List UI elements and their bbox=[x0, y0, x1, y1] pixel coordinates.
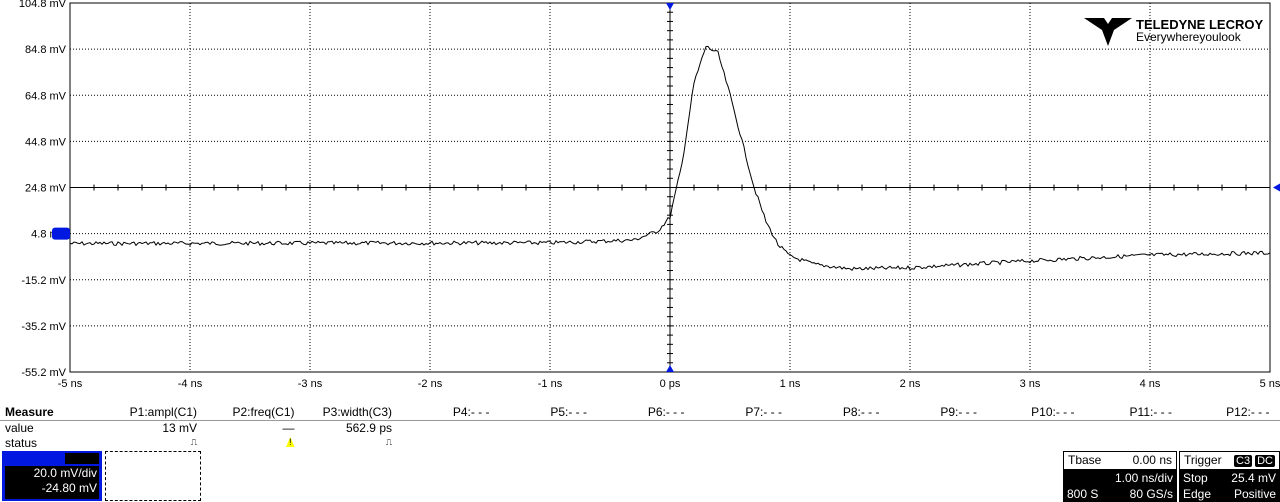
trigger-time-marker-top bbox=[666, 3, 674, 10]
y-tick-label: -35.2 mV bbox=[21, 321, 66, 333]
y-tick-label: 44.8 mV bbox=[25, 136, 67, 148]
waveform-trace-c1 bbox=[69, 45, 1271, 272]
warning-icon: ! bbox=[285, 434, 295, 448]
trigger-source: C3 bbox=[1234, 455, 1253, 467]
x-tick-label: 0 ps bbox=[660, 378, 681, 390]
trigger-label: Trigger bbox=[1184, 453, 1222, 467]
param-8-name[interactable]: P8:- - - bbox=[842, 405, 880, 419]
param-5-name[interactable]: P5:- - - bbox=[550, 405, 587, 419]
x-tick-label: -2 ns bbox=[418, 378, 443, 390]
x-tick-label: -5 ns bbox=[58, 378, 83, 390]
trigger-level: 25.4 mV bbox=[1231, 471, 1276, 485]
x-tick-label: -1 ns bbox=[538, 378, 563, 390]
measure-title: Measure bbox=[5, 405, 54, 419]
timebase-panel[interactable]: Tbase 0.00 ns 1.00 ns/div 800 S 80 GS/s bbox=[1063, 451, 1177, 502]
param-3-name[interactable]: P3:width(C3) bbox=[322, 405, 392, 419]
value-row-label: value bbox=[5, 421, 34, 435]
param-6-name[interactable]: P6:- - - bbox=[647, 405, 685, 419]
x-tick-label: -4 ns bbox=[178, 378, 203, 390]
timebase-samples: 800 S bbox=[1067, 487, 1099, 501]
trigger-time-marker-bottom bbox=[666, 365, 674, 372]
y-tick-label: -55.2 mV bbox=[21, 367, 66, 379]
timebase-scale: 1.00 ns/div bbox=[1114, 471, 1173, 485]
param-11-name[interactable]: P11:- - - bbox=[1129, 405, 1172, 419]
trigger-panel[interactable]: Trigger C3 DC Stop 25.4 mV Edge Positive bbox=[1179, 451, 1280, 502]
param-4-name[interactable]: P4:- - - bbox=[452, 405, 490, 419]
x-tick-label: 3 ns bbox=[1020, 378, 1041, 390]
logo-brand: TELEDYNE LECROY bbox=[1136, 17, 1264, 32]
trigger-level-marker bbox=[1273, 183, 1280, 192]
param-10-name[interactable]: P10:- - - bbox=[1031, 405, 1075, 419]
param-3-value: 562.9 ps bbox=[345, 421, 392, 435]
timebase-delay: 0.00 ns bbox=[1132, 453, 1172, 467]
y-tick-label: 104.8 mV bbox=[19, 0, 67, 10]
trigger-type: Edge bbox=[1183, 487, 1212, 501]
y-tick-label: 24.8 mV bbox=[25, 183, 67, 195]
y-tick-label: 64.8 mV bbox=[25, 90, 67, 102]
channel-scale: 20.0 mV/div bbox=[33, 466, 97, 480]
y-tick-label: 84.8 mV bbox=[25, 44, 67, 56]
pulse-status-icon: ⎍ bbox=[190, 437, 197, 447]
param-2-name[interactable]: P2:freq(C1) bbox=[232, 405, 295, 419]
logo-icon bbox=[1084, 18, 1132, 46]
pulse-status-icon: ⎍ bbox=[385, 437, 392, 447]
y-tick-label: -15.2 mV bbox=[21, 275, 66, 287]
status-row-label: status bbox=[5, 436, 38, 450]
logo-tagline: Everywhereyoulook bbox=[1136, 30, 1241, 44]
x-tick-label: 2 ns bbox=[900, 378, 921, 390]
x-tick-label: 5 ns bbox=[1260, 378, 1280, 390]
channel-tag bbox=[65, 453, 99, 464]
x-tick-label: -3 ns bbox=[298, 378, 323, 390]
empty-descriptor-slot[interactable] bbox=[105, 451, 201, 501]
divider bbox=[0, 420, 1280, 421]
x-tick-label: 1 ns bbox=[780, 378, 801, 390]
teledyne-lecroy-logo: TELEDYNE LECROY Everywhereyoulook bbox=[1084, 16, 1263, 46]
trigger-mode: Stop bbox=[1183, 471, 1208, 485]
param-12-name[interactable]: P12:- - - bbox=[1226, 405, 1270, 419]
param-2-value: — bbox=[282, 421, 295, 435]
trigger-coupling: DC bbox=[1255, 455, 1275, 467]
param-1-name[interactable]: P1:ampl(C1) bbox=[129, 405, 197, 419]
channel-c1-descriptor[interactable]: 20.0 mV/div -24.80 mV bbox=[2, 451, 102, 501]
timebase-rate: 80 GS/s bbox=[1129, 487, 1173, 501]
timebase-label: Tbase bbox=[1068, 453, 1102, 467]
x-tick-label: 4 ns bbox=[1140, 378, 1161, 390]
channel-offset: -24.80 mV bbox=[41, 481, 97, 495]
channel-ground-marker[interactable] bbox=[52, 227, 70, 240]
param-9-name[interactable]: P9:- - - bbox=[940, 405, 977, 419]
param-7-name[interactable]: P7:- - - bbox=[745, 405, 782, 419]
param-1-value: 13 mV bbox=[162, 421, 197, 435]
trigger-slope: Positive bbox=[1233, 487, 1276, 501]
